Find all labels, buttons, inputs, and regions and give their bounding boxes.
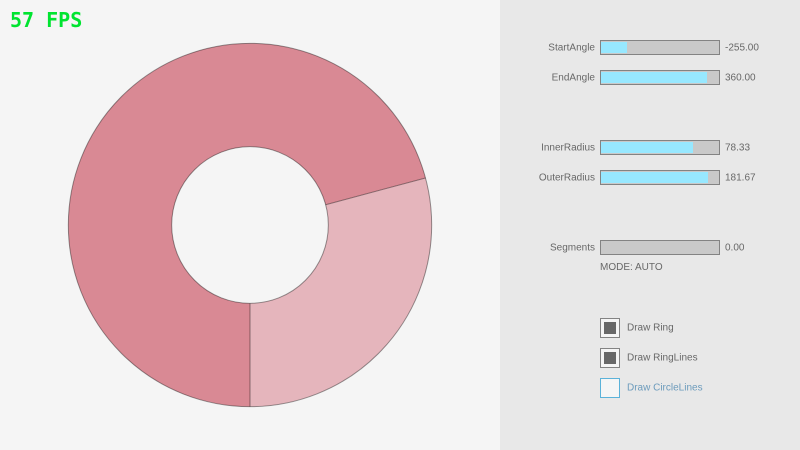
segments-mode-label: MODE: AUTO xyxy=(600,262,663,273)
slider-label: StartAngle xyxy=(548,42,595,53)
slider-value: 181.67 xyxy=(725,172,756,183)
checkbox-label: Draw Ring xyxy=(627,322,674,334)
innerradius-slider[interactable] xyxy=(600,140,720,155)
startangle-slider[interactable] xyxy=(600,40,720,55)
segments-slider[interactable] xyxy=(600,240,720,255)
ring-double-drawn-sector xyxy=(68,43,426,407)
slider-value: 360.00 xyxy=(725,72,756,83)
slider-row-startangle: StartAngle -255.00 xyxy=(500,40,800,55)
checkmark xyxy=(604,322,616,334)
checkmark xyxy=(604,352,616,364)
slider-value: -255.00 xyxy=(725,42,759,53)
ring-outer-outline xyxy=(67,42,433,408)
checkbox-row-draw-ringlines: Draw RingLines xyxy=(600,348,800,368)
slider-fill xyxy=(601,42,627,53)
endangle-slider[interactable] xyxy=(600,70,720,85)
checkbox-label: Draw RingLines xyxy=(627,352,698,364)
slider-label: EndAngle xyxy=(551,72,595,83)
slider-fill xyxy=(601,72,708,83)
draw-circlelines-checkbox[interactable] xyxy=(600,378,620,398)
ring-end-angle-line xyxy=(325,177,426,206)
ring-canvas xyxy=(67,42,433,408)
slider-value: 0.00 xyxy=(725,242,745,253)
slider-label: OuterRadius xyxy=(538,172,595,183)
slider-label: Segments xyxy=(549,242,595,253)
slider-row-endangle: EndAngle 360.00 xyxy=(500,70,800,85)
slider-row-outerradius: OuterRadius 181.67 xyxy=(500,170,800,185)
outerradius-slider[interactable] xyxy=(600,170,720,185)
slider-row-innerradius: InnerRadius 78.33 xyxy=(500,140,800,155)
checkbox-label: Draw CircleLines xyxy=(627,382,703,394)
checkbox-row-draw-ring: Draw Ring xyxy=(600,318,800,338)
slider-value: 78.33 xyxy=(725,142,751,153)
slider-row-segments: Segments 0.00 xyxy=(500,240,800,255)
control-panel: StartAngle -255.00 EndAngle 360.00 Inner… xyxy=(500,0,800,450)
fps-counter: 57 FPS xyxy=(10,8,83,32)
slider-fill xyxy=(601,142,694,153)
ring-single-drawn-sector xyxy=(250,177,432,407)
draw-ringlines-checkbox[interactable] xyxy=(600,348,620,368)
checkbox-row-draw-circlelines: Draw CircleLines xyxy=(600,378,800,398)
slider-label: InnerRadius xyxy=(541,142,595,153)
ring-inner-outline xyxy=(171,146,329,304)
slider-fill xyxy=(601,172,709,183)
draw-ring-checkbox[interactable] xyxy=(600,318,620,338)
